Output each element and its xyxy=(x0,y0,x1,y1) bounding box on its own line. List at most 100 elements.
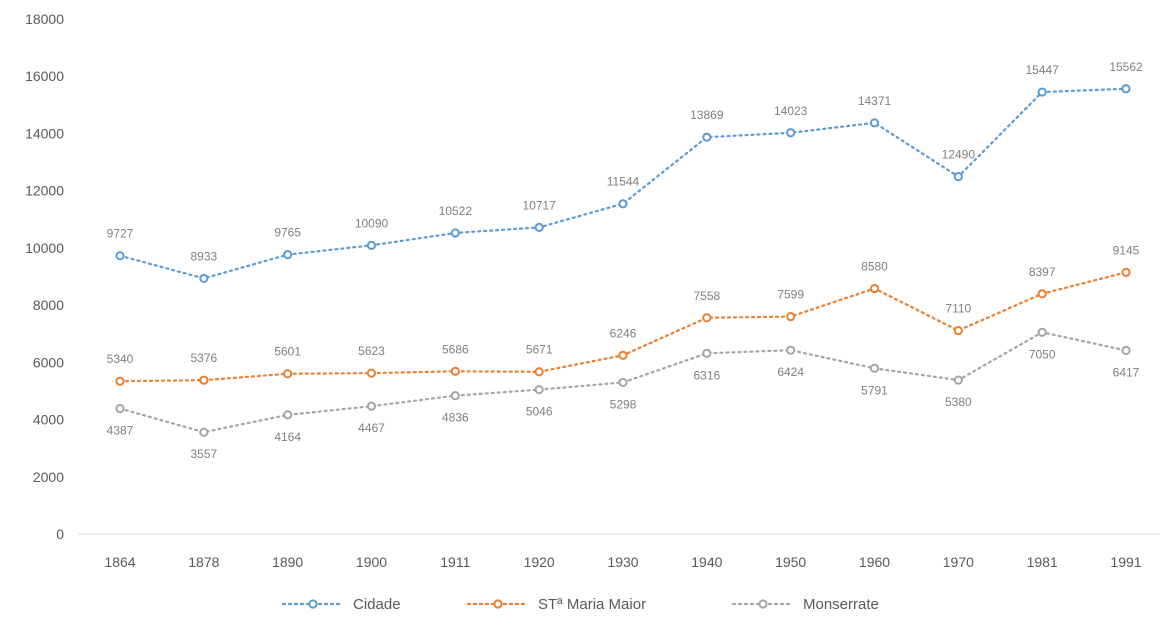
data-point xyxy=(534,367,544,377)
data-point xyxy=(283,369,293,379)
data-point xyxy=(953,172,963,182)
x-tick-label: 1960 xyxy=(859,554,890,570)
data-point xyxy=(450,366,460,376)
data-label: 4467 xyxy=(358,421,385,435)
data-point xyxy=(1037,289,1047,299)
data-label: 5298 xyxy=(610,397,637,411)
data-label: 4164 xyxy=(274,430,301,444)
data-point xyxy=(1037,327,1047,337)
data-label: 15447 xyxy=(1025,63,1059,77)
data-point xyxy=(1121,84,1131,94)
data-point xyxy=(450,228,460,238)
data-point xyxy=(702,132,712,142)
data-label: 6316 xyxy=(693,368,720,382)
data-label: 3557 xyxy=(190,447,217,461)
data-point xyxy=(869,363,880,373)
legend-entry: Cidade xyxy=(353,596,401,613)
data-point xyxy=(618,377,628,388)
legend-marker xyxy=(758,599,768,609)
data-point xyxy=(534,385,544,395)
data-label: 14023 xyxy=(774,104,808,118)
data-label: 14371 xyxy=(858,94,892,108)
data-label: 11544 xyxy=(607,175,640,189)
data-label: 5601 xyxy=(274,345,301,359)
data-point xyxy=(199,375,209,385)
data-label: 6424 xyxy=(777,365,804,379)
data-point xyxy=(1121,267,1131,277)
data-point xyxy=(199,273,209,284)
data-label: 5686 xyxy=(442,342,469,356)
x-axis: 1864 1878 1890 1900 1911 1920 1930 1940 1950 1960… xyxy=(78,533,1160,570)
data-point xyxy=(366,401,377,411)
data-label: 5671 xyxy=(526,343,553,357)
x-tick-label: 1900 xyxy=(356,554,387,570)
y-tick-label: 10000 xyxy=(25,240,64,256)
y-axis: 0 2000 4000 6000 8000 10000 12000 14000 16000 180… xyxy=(25,11,64,542)
series-layer xyxy=(115,84,1131,437)
legend-entry: Monserrate xyxy=(803,596,879,613)
data-label: 5791 xyxy=(861,383,888,397)
y-tick-label: 8000 xyxy=(33,297,64,313)
y-tick-label: 2000 xyxy=(33,469,64,485)
data-point xyxy=(702,348,712,358)
data-label: 6417 xyxy=(1113,365,1140,379)
y-tick-label: 12000 xyxy=(25,183,64,199)
data-label: 4836 xyxy=(442,411,469,425)
x-tick-label: 1950 xyxy=(775,554,806,570)
y-tick-label: 6000 xyxy=(33,354,64,370)
x-tick-label: 1991 xyxy=(1110,554,1141,570)
data-point xyxy=(115,403,125,414)
data-label: 7050 xyxy=(1029,347,1056,361)
y-tick-label: 0 xyxy=(56,526,64,542)
x-tick-label: 1940 xyxy=(691,554,722,570)
y-tick-label: 4000 xyxy=(33,412,64,428)
data-point xyxy=(953,375,963,385)
data-point xyxy=(786,345,796,355)
data-label: 9727 xyxy=(107,227,134,241)
data-label: 5340 xyxy=(107,352,134,366)
x-tick-label: 1970 xyxy=(943,554,974,570)
legend: Cidade STª Maria Maior Monserrate xyxy=(281,596,879,613)
data-label: 13869 xyxy=(690,108,724,122)
data-point xyxy=(283,410,293,420)
y-tick-label: 14000 xyxy=(25,125,64,141)
data-label: 5623 xyxy=(358,344,385,358)
data-point xyxy=(618,199,628,209)
legend-entry: STª Maria Maior xyxy=(538,596,646,613)
y-tick-label: 18000 xyxy=(25,11,64,27)
data-point xyxy=(786,311,796,322)
data-point xyxy=(450,391,460,401)
data-point xyxy=(702,313,712,323)
data-point xyxy=(869,118,880,128)
x-tick-label: 1930 xyxy=(607,554,638,570)
x-tick-label: 1911 xyxy=(440,554,470,570)
x-tick-label: 1864 xyxy=(104,554,135,570)
data-point xyxy=(618,350,628,360)
data-label: 8397 xyxy=(1029,265,1056,279)
data-label: 4387 xyxy=(107,423,134,437)
y-tick-label: 16000 xyxy=(25,68,64,84)
x-tick-label: 1890 xyxy=(272,554,303,570)
data-label: 15562 xyxy=(1109,60,1143,74)
data-label: 7110 xyxy=(945,302,971,316)
data-point xyxy=(115,376,125,386)
data-label: 8933 xyxy=(190,249,217,263)
data-point xyxy=(1037,87,1047,97)
data-label: 7558 xyxy=(693,289,720,303)
data-label: 9145 xyxy=(1113,243,1140,257)
data-label: 10522 xyxy=(439,204,473,218)
data-point xyxy=(199,427,209,437)
data-point xyxy=(953,325,963,336)
data-label: 10090 xyxy=(355,216,389,230)
data-point xyxy=(534,222,544,232)
legend-marker xyxy=(308,599,318,609)
data-label: 6246 xyxy=(610,326,637,340)
data-label: 12490 xyxy=(942,148,976,162)
data-point xyxy=(283,250,293,260)
data-labels-layer: 9727 8933 9765 10090 10522 10717 11544 13869 140… xyxy=(107,60,1143,461)
data-label: 9765 xyxy=(274,226,301,240)
legend-marker xyxy=(493,599,503,609)
data-label: 5380 xyxy=(945,395,972,409)
